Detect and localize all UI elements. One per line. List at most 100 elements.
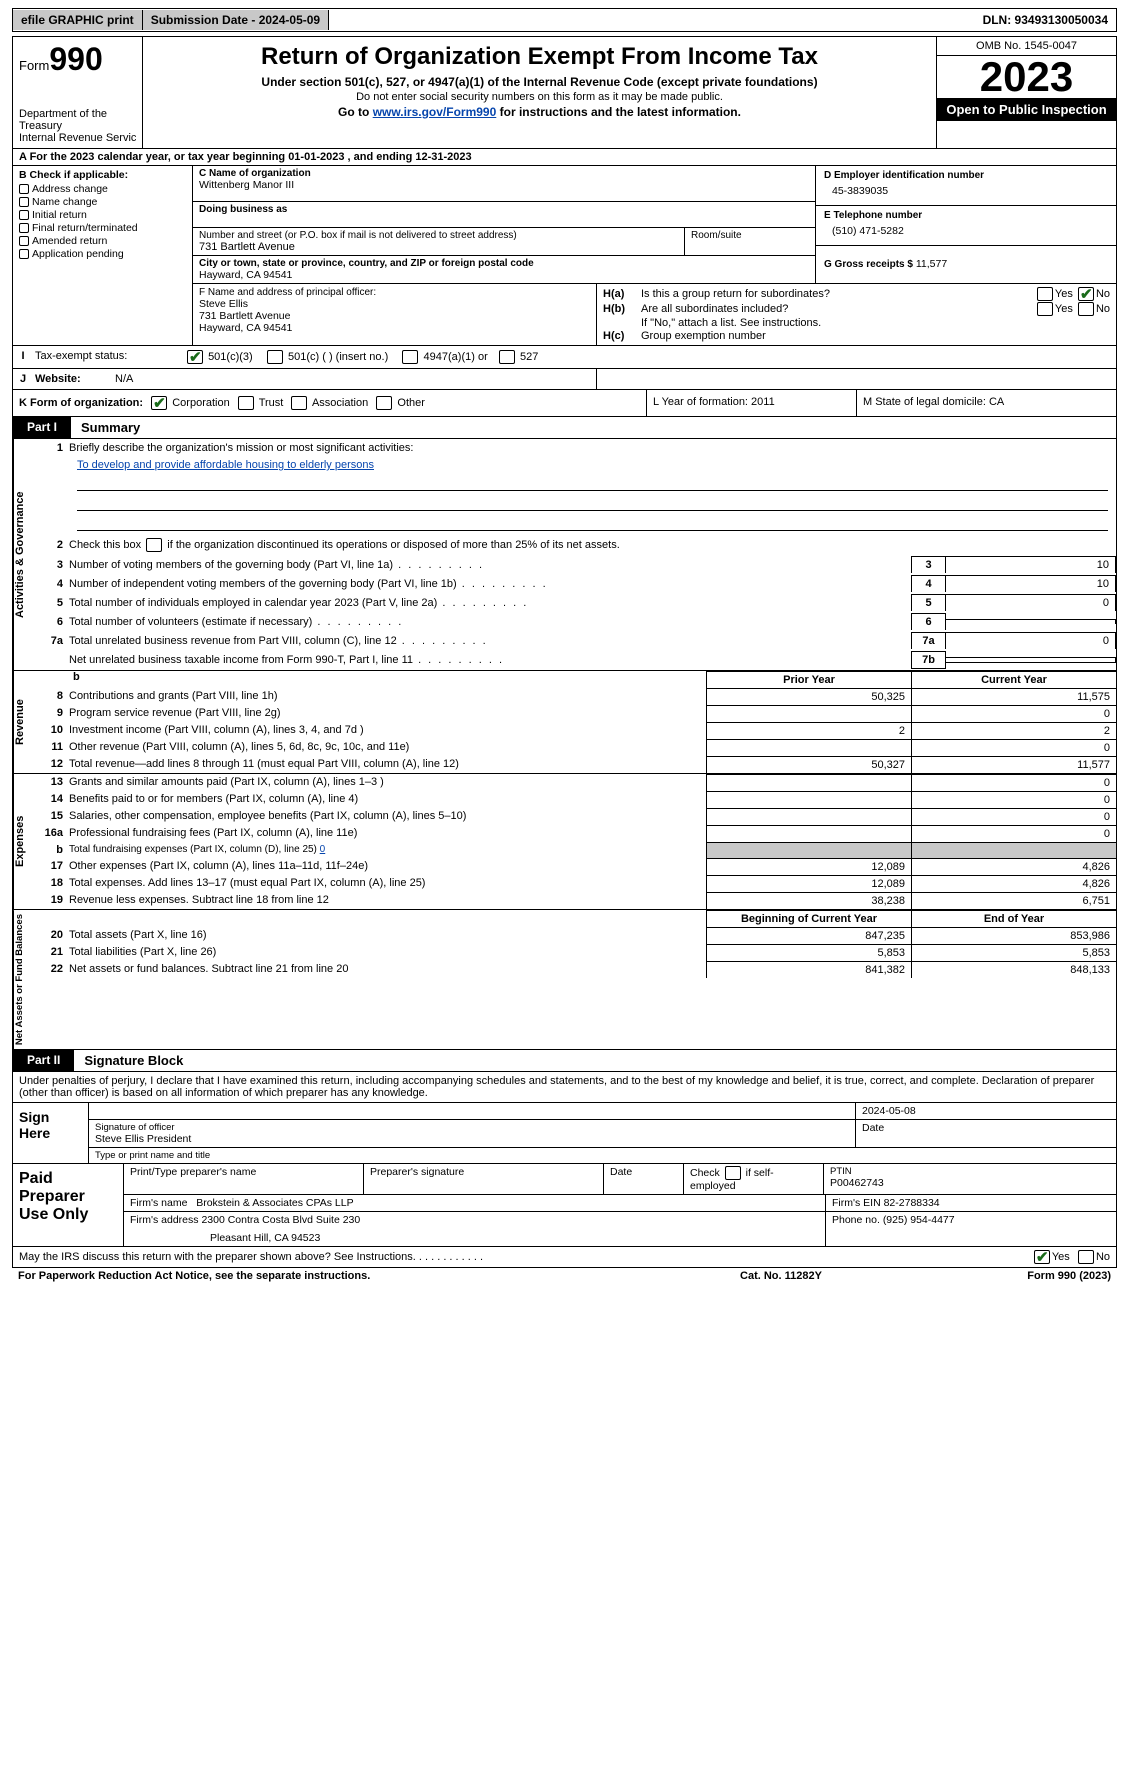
city-value: Hayward, CA 94541 <box>199 269 809 281</box>
firm-addr-label: Firm's address <box>130 1214 199 1226</box>
may-discuss-row: May the IRS discuss this return with the… <box>12 1247 1117 1268</box>
cb-4947[interactable] <box>402 350 418 364</box>
part-i-tag: Part I <box>13 417 71 438</box>
hb-no[interactable] <box>1078 302 1094 316</box>
street-label: Number and street (or P.O. box if mail i… <box>199 230 678 241</box>
irs-link[interactable]: www.irs.gov/Form990 <box>373 105 497 119</box>
line-1: Briefly describe the organization's miss… <box>69 440 1116 456</box>
footer-left: For Paperwork Reduction Act Notice, see … <box>18 1270 651 1282</box>
line-13: Grants and similar amounts paid (Part IX… <box>69 774 706 791</box>
may-no[interactable] <box>1078 1250 1094 1264</box>
val-7a: 0 <box>946 632 1116 649</box>
ha-yes[interactable] <box>1037 287 1053 301</box>
cb-501c[interactable] <box>267 350 283 364</box>
ha-no[interactable] <box>1078 287 1094 301</box>
tax-year: 2023 <box>937 56 1116 98</box>
line-15: Salaries, other compensation, employee b… <box>69 808 706 825</box>
b21: 5,853 <box>706 944 911 961</box>
line-4: Number of independent voting members of … <box>69 576 911 592</box>
c19: 6,751 <box>911 892 1116 909</box>
p17: 12,089 <box>706 858 911 875</box>
form-990-page: efile GRAPHIC print Submission Date - 20… <box>0 0 1129 1292</box>
summary-netassets: Net Assets or Fund Balances Beginning of… <box>12 910 1117 1050</box>
line-20: Total assets (Part X, line 16) <box>69 927 706 944</box>
cb-self-employed[interactable] <box>725 1166 741 1180</box>
firm-addr2: Pleasant Hill, CA 94523 <box>130 1226 819 1244</box>
p13 <box>706 774 911 791</box>
row-j: J Website: N/A <box>12 369 1117 390</box>
org-name: Wittenberg Manor III <box>199 179 809 191</box>
box-c: C Name of organizationWittenberg Manor I… <box>193 166 816 283</box>
c8: 11,575 <box>911 688 1116 705</box>
paid-prep-label: Paid Preparer Use Only <box>13 1164 123 1246</box>
c10: 2 <box>911 722 1116 739</box>
may-yes[interactable] <box>1034 1250 1050 1264</box>
ha-label: H(a) <box>603 288 641 300</box>
form-number: Form990 <box>19 41 136 78</box>
city-label: City or town, state or province, country… <box>199 258 809 269</box>
prep-sig-hdr: Preparer's signature <box>364 1164 604 1194</box>
summary-expenses: Expenses 13Grants and similar amounts pa… <box>12 774 1117 910</box>
hb-yes[interactable] <box>1037 302 1053 316</box>
room-label: Room/suite <box>691 230 809 241</box>
line-11: Other revenue (Part VIII, column (A), li… <box>69 739 706 756</box>
b20: 847,235 <box>706 927 911 944</box>
line-5: Total number of individuals employed in … <box>69 595 911 611</box>
gross-value: 11,577 <box>916 258 947 270</box>
form-header: Form990 Department of the Treasury Inter… <box>12 36 1117 149</box>
top-toolbar: efile GRAPHIC print Submission Date - 20… <box>12 8 1117 32</box>
cb-other[interactable] <box>376 396 392 410</box>
p11 <box>706 739 911 756</box>
cb-amended-return[interactable]: Amended return <box>19 235 186 247</box>
cb-trust[interactable] <box>238 396 254 410</box>
p9 <box>706 705 911 722</box>
ptin-label: PTIN <box>830 1166 1110 1177</box>
val-6 <box>946 619 1116 624</box>
prep-self-emp: Check if self-employed <box>684 1164 824 1194</box>
efile-print-button[interactable]: efile GRAPHIC print <box>13 10 143 30</box>
open-to-public: Open to Public Inspection <box>937 98 1116 121</box>
cb-initial-return[interactable]: Initial return <box>19 209 186 221</box>
prep-date-hdr: Date <box>604 1164 684 1194</box>
p19: 38,238 <box>706 892 911 909</box>
firm-phone-label: Phone no. <box>832 1214 880 1226</box>
e21: 5,853 <box>911 944 1116 961</box>
cb-application-pending[interactable]: Application pending <box>19 248 186 260</box>
ein-label: D Employer identification number <box>824 170 1108 181</box>
c16b <box>911 842 1116 858</box>
form-org-label: K Form of organization: <box>19 397 143 409</box>
cb-corporation[interactable] <box>151 396 167 410</box>
firm-ein: 82-2788334 <box>884 1197 940 1209</box>
cb-501c3[interactable] <box>187 350 203 364</box>
sign-here-label: Sign Here <box>13 1103 88 1163</box>
officer-city: Hayward, CA 94541 <box>199 322 590 334</box>
p14 <box>706 791 911 808</box>
b22: 841,382 <box>706 961 911 978</box>
website-label: Website: <box>33 369 113 389</box>
box-f: F Name and address of principal officer:… <box>193 284 596 345</box>
cb-final-return[interactable]: Final return/terminated <box>19 222 186 234</box>
box-b: B Check if applicable: Address change Na… <box>13 166 193 345</box>
line-7b: Net unrelated business taxable income fr… <box>69 652 911 668</box>
cb-association[interactable] <box>291 396 307 410</box>
line-9: Program service revenue (Part VIII, line… <box>69 705 706 722</box>
gross-label: G Gross receipts $ <box>824 259 913 270</box>
form-title: Return of Organization Exempt From Incom… <box>149 43 930 71</box>
officer-label: F Name and address of principal officer: <box>199 287 590 298</box>
cb-address-change[interactable]: Address change <box>19 183 186 195</box>
val-4: 10 <box>946 575 1116 592</box>
cb-name-change[interactable]: Name change <box>19 196 186 208</box>
type-print-label: Type or print name and title <box>89 1148 1116 1163</box>
box-b-label: B Check if applicable: <box>19 169 186 181</box>
mission-text: To develop and provide affordable housin… <box>77 459 374 471</box>
line-8: Contributions and grants (Part VIII, lin… <box>69 688 706 705</box>
e20: 853,986 <box>911 927 1116 944</box>
cb-527[interactable] <box>499 350 515 364</box>
c12: 11,577 <box>911 756 1116 773</box>
firm-ein-label: Firm's EIN <box>832 1197 881 1209</box>
org-name-label: C Name of organization <box>199 168 809 179</box>
firm-name: Brokstein & Associates CPAs LLP <box>196 1197 353 1209</box>
line-22: Net assets or fund balances. Subtract li… <box>69 961 706 978</box>
val-7b <box>946 657 1116 663</box>
cb-discontinued[interactable] <box>146 538 162 552</box>
